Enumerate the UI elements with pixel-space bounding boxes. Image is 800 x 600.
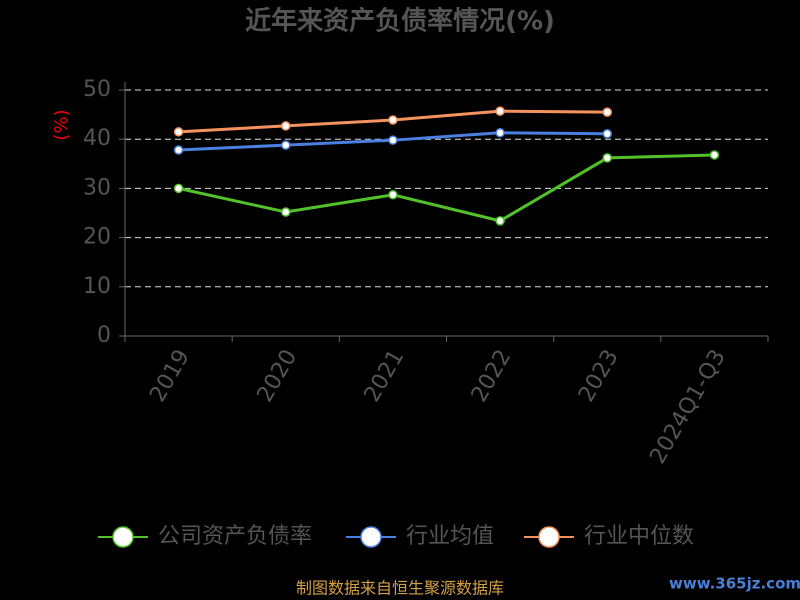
y-tick-label: 40 [83,126,111,151]
data-point [495,128,505,138]
y-tick-label: 20 [83,225,111,250]
y-tick-label: 50 [83,77,111,102]
data-point [173,145,184,155]
source-note: 制图数据来自恒生聚源数据库 [296,579,504,598]
series-line [178,153,715,223]
legend-marker [360,526,382,548]
data-point [173,183,184,194]
data-point [388,190,398,200]
y-tick-label: 10 [83,274,111,299]
data-point [602,129,612,139]
legend-label: 行业均值 [406,524,494,549]
data-point [281,207,291,217]
data-point [173,127,184,137]
data-point [602,107,612,117]
chart-title: 近年来资产负债率情况(%) [245,6,555,37]
data-point [709,150,720,160]
data-point [388,135,398,145]
data-point [388,115,398,125]
legend-label: 公司资产负债率 [158,524,312,549]
legend-marker [538,526,560,548]
y-tick-label: 0 [97,323,111,348]
legend-marker [112,526,134,548]
data-point [495,106,505,116]
data-point [602,153,612,163]
data-point [281,140,291,150]
legend-label: 行业中位数 [584,524,694,549]
y-axis-label: (%) [51,109,72,140]
data-point [281,121,291,131]
y-tick-label: 30 [83,175,111,200]
data-point [495,216,505,226]
watermark: www.365jz.com [669,575,800,593]
